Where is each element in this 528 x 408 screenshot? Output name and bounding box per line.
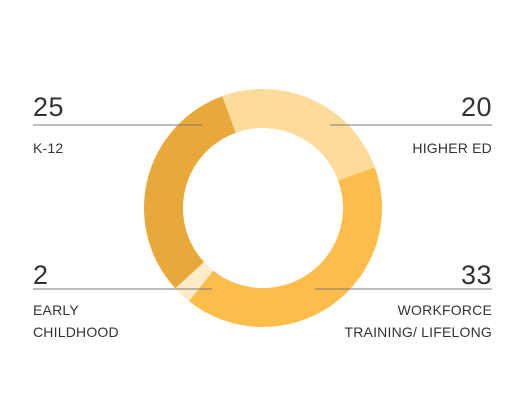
category-label-early-childhood: EARLY CHILDHOOD [33,302,119,340]
data-label-higher-ed-value: 20 [460,92,492,122]
category-label-k12: K-12 [33,140,64,156]
donut-slice-workforce [188,167,383,328]
data-label-early-childhood-value: 2 [33,260,49,290]
data-label-k12-value: 25 [33,92,65,122]
callout-early-childhood: 2 EARLY CHILDHOOD [33,262,119,343]
callout-workforce: 33 WORKFORCE TRAINING/ LIFELONG [344,262,492,343]
donut-slice-higher-ed [222,89,375,181]
callout-k12: 25 K-12 [33,94,64,159]
donut-slice-k12 [144,96,236,289]
category-label-workforce: WORKFORCE TRAINING/ LIFELONG [344,302,492,340]
data-label-workforce-value: 33 [460,260,492,290]
callout-higher-ed: 20 HIGHER ED [412,94,492,159]
donut-slice-early-childhood [175,262,214,302]
category-label-higher-ed: HIGHER ED [412,140,492,156]
